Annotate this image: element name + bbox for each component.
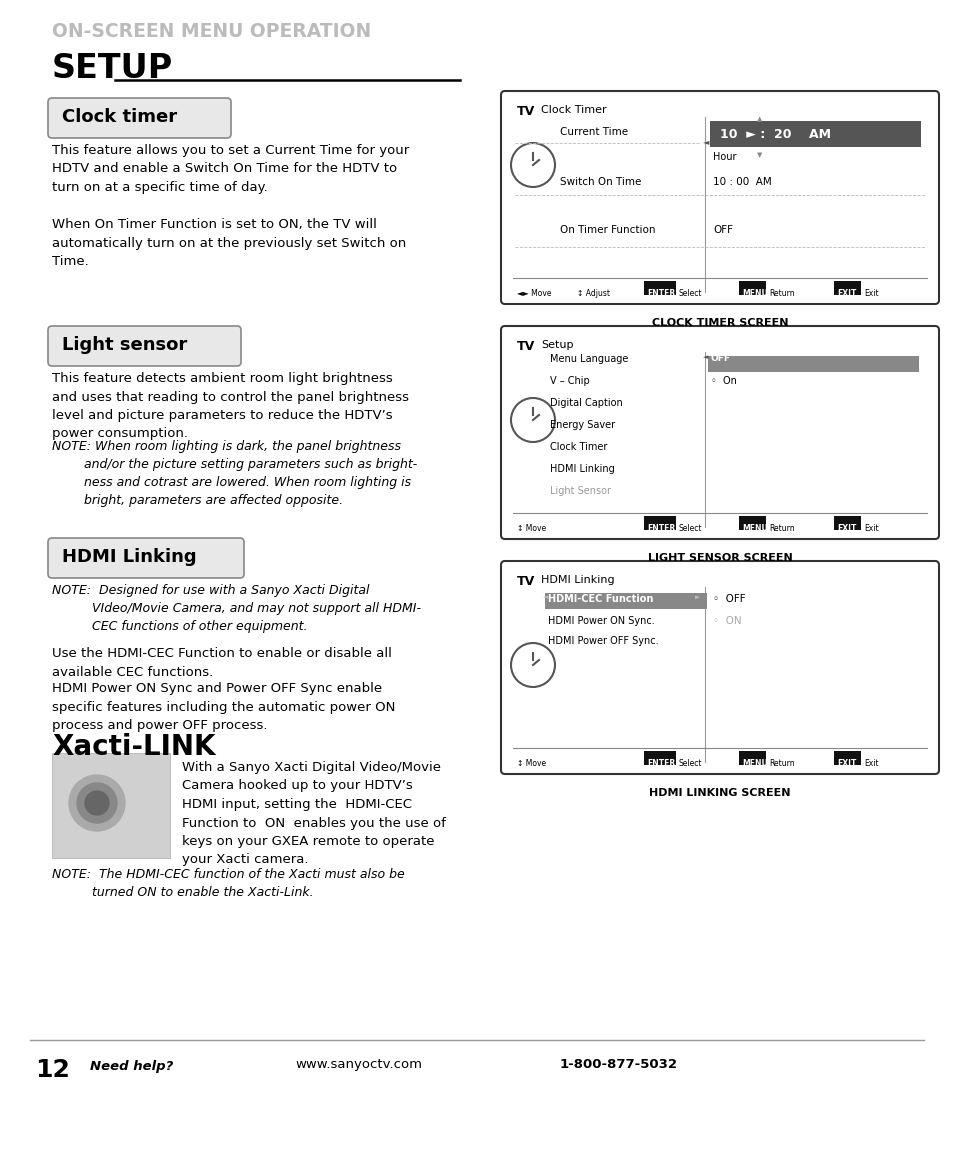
Text: ►: ►: [694, 595, 700, 600]
Text: EXIT: EXIT: [836, 524, 856, 533]
Text: HDMI-CEC Function: HDMI-CEC Function: [547, 595, 653, 604]
Text: On Timer Function: On Timer Function: [559, 225, 655, 235]
Text: HDMI LINKING SCREEN: HDMI LINKING SCREEN: [649, 788, 790, 799]
Text: ◄: ◄: [542, 595, 548, 600]
FancyBboxPatch shape: [48, 326, 241, 366]
FancyBboxPatch shape: [500, 561, 938, 774]
FancyBboxPatch shape: [644, 516, 676, 530]
Text: Current Time: Current Time: [559, 127, 627, 137]
FancyBboxPatch shape: [48, 99, 231, 138]
FancyBboxPatch shape: [500, 92, 938, 304]
Text: Menu Language: Menu Language: [550, 353, 628, 364]
Text: Select: Select: [679, 289, 701, 298]
FancyBboxPatch shape: [644, 751, 676, 765]
FancyBboxPatch shape: [48, 538, 244, 578]
Text: V – Chip: V – Chip: [550, 376, 589, 386]
FancyBboxPatch shape: [834, 280, 861, 294]
Text: ↕ Move: ↕ Move: [517, 759, 545, 768]
Text: HDMI Power ON Sync.: HDMI Power ON Sync.: [547, 615, 654, 626]
FancyBboxPatch shape: [500, 326, 938, 539]
Text: ◄: ◄: [702, 353, 707, 360]
Text: ◦  On: ◦ On: [710, 376, 736, 386]
Text: Light Sensor: Light Sensor: [550, 486, 610, 496]
Text: HDMI Power ON Sync and Power OFF Sync enable
specific features including the aut: HDMI Power ON Sync and Power OFF Sync en…: [52, 681, 395, 732]
Text: Clock Timer: Clock Timer: [540, 105, 606, 115]
FancyBboxPatch shape: [709, 121, 920, 147]
Text: TV: TV: [517, 105, 535, 118]
FancyBboxPatch shape: [707, 356, 918, 372]
FancyBboxPatch shape: [52, 753, 170, 858]
Text: Energy Saver: Energy Saver: [550, 420, 615, 430]
Text: Clock timer: Clock timer: [62, 108, 177, 126]
Circle shape: [85, 790, 109, 815]
Text: Exit: Exit: [863, 289, 878, 298]
Text: 1-800-877-5032: 1-800-877-5032: [559, 1058, 678, 1071]
Text: With a Sanyo Xacti Digital Video/Movie
Camera hooked up to your HDTV’s
HDMI inpu: With a Sanyo Xacti Digital Video/Movie C…: [182, 761, 445, 867]
Text: LIGHT SENSOR SCREEN: LIGHT SENSOR SCREEN: [647, 553, 792, 563]
Text: ENTER: ENTER: [646, 759, 675, 768]
Text: OFF: OFF: [712, 225, 732, 235]
Text: Return: Return: [768, 524, 794, 533]
Text: ENTER: ENTER: [646, 289, 675, 298]
Text: Return: Return: [768, 759, 794, 768]
Circle shape: [77, 783, 117, 823]
Text: TV: TV: [517, 575, 535, 588]
FancyBboxPatch shape: [644, 280, 676, 294]
Text: Light sensor: Light sensor: [62, 336, 187, 353]
Text: ↕ Move: ↕ Move: [517, 524, 545, 533]
Text: MENU: MENU: [741, 759, 767, 768]
Text: www.sanyoctv.com: www.sanyoctv.com: [294, 1058, 421, 1071]
Text: NOTE:  Designed for use with a Sanyo Xacti Digital
          VIdeo/Movie Camera,: NOTE: Designed for use with a Sanyo Xact…: [52, 584, 420, 633]
Text: TV: TV: [517, 340, 535, 353]
Text: Select: Select: [679, 759, 701, 768]
Text: HDMI Linking: HDMI Linking: [550, 464, 614, 474]
Text: Exit: Exit: [863, 759, 878, 768]
FancyBboxPatch shape: [834, 751, 861, 765]
Text: Switch On Time: Switch On Time: [559, 177, 640, 187]
Circle shape: [69, 775, 125, 831]
Text: ◄: ◄: [702, 137, 709, 146]
Text: HDMI Linking: HDMI Linking: [62, 548, 196, 566]
Text: ◄► Move: ◄► Move: [517, 289, 551, 298]
Text: Return: Return: [768, 289, 794, 298]
FancyBboxPatch shape: [739, 516, 765, 530]
Text: ▲: ▲: [757, 116, 761, 122]
Text: ENTER: ENTER: [646, 524, 675, 533]
Text: Exit: Exit: [863, 524, 878, 533]
Text: 12: 12: [35, 1058, 70, 1083]
Text: This feature detects ambient room light brightness
and uses that reading to cont: This feature detects ambient room light …: [52, 372, 409, 440]
FancyBboxPatch shape: [739, 280, 765, 294]
Text: Clock Timer: Clock Timer: [550, 442, 607, 452]
Text: ↕ Adjust: ↕ Adjust: [577, 289, 609, 298]
Text: 10 : 00  AM: 10 : 00 AM: [712, 177, 771, 187]
Text: Need help?: Need help?: [90, 1060, 173, 1073]
Text: Select: Select: [679, 524, 701, 533]
Text: ◦  OFF: ◦ OFF: [712, 595, 745, 604]
Text: OFF: OFF: [710, 353, 730, 363]
Text: 10  ► :  20    AM: 10 ► : 20 AM: [720, 127, 830, 141]
Text: MENU: MENU: [741, 524, 767, 533]
Text: Setup: Setup: [540, 340, 573, 350]
Text: NOTE:  The HDMI-CEC function of the Xacti must also be
          turned ON to en: NOTE: The HDMI-CEC function of the Xacti…: [52, 868, 404, 899]
Text: EXIT: EXIT: [836, 289, 856, 298]
FancyBboxPatch shape: [739, 751, 765, 765]
Text: NOTE: When room lighting is dark, the panel brightness
        and/or the pictur: NOTE: When room lighting is dark, the pa…: [52, 440, 416, 506]
Text: ◦  ON: ◦ ON: [712, 615, 740, 626]
Text: Digital Caption: Digital Caption: [550, 398, 622, 408]
Text: This feature allows you to set a Current Time for your
HDTV and enable a Switch : This feature allows you to set a Current…: [52, 144, 409, 268]
FancyBboxPatch shape: [544, 593, 706, 608]
Text: SETUP: SETUP: [52, 52, 173, 85]
Text: Hour: Hour: [712, 152, 736, 162]
Text: Use the HDMI-CEC Function to enable or disable all
available CEC functions.: Use the HDMI-CEC Function to enable or d…: [52, 647, 392, 678]
Text: MENU: MENU: [741, 289, 767, 298]
Text: Xacti-LINK: Xacti-LINK: [52, 732, 215, 761]
Text: ON-SCREEN MENU OPERATION: ON-SCREEN MENU OPERATION: [52, 22, 371, 41]
FancyBboxPatch shape: [834, 516, 861, 530]
Text: ▼: ▼: [757, 152, 761, 158]
Text: HDMI Power OFF Sync.: HDMI Power OFF Sync.: [547, 636, 658, 646]
Text: HDMI Linking: HDMI Linking: [540, 575, 614, 585]
Text: CLOCK TIMER SCREEN: CLOCK TIMER SCREEN: [651, 318, 787, 328]
Text: EXIT: EXIT: [836, 759, 856, 768]
